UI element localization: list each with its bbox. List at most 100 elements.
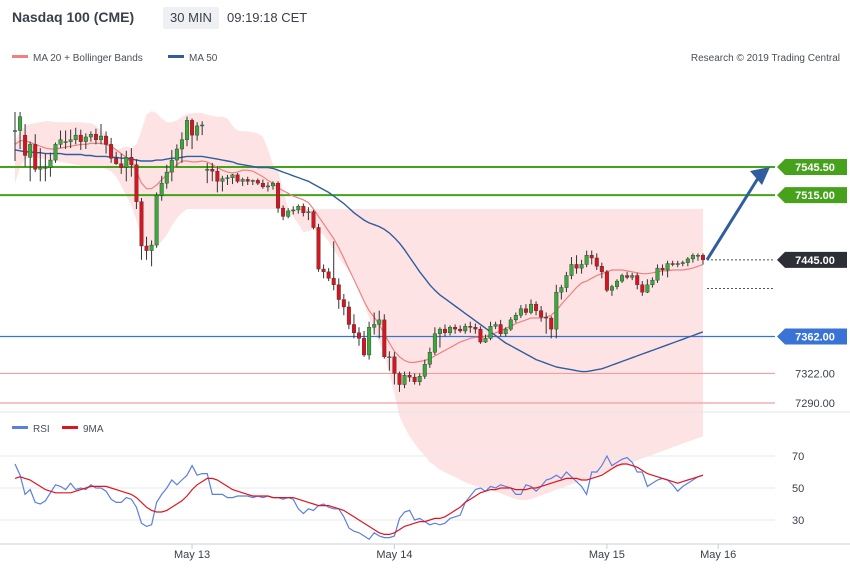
candle-body bbox=[392, 356, 397, 374]
candle-body bbox=[402, 375, 407, 385]
candle-body bbox=[190, 120, 195, 136]
instrument-title: Nasdaq 100 (CME) bbox=[12, 9, 135, 25]
x-tick-label: May 13 bbox=[174, 549, 210, 561]
candle-body bbox=[174, 148, 179, 161]
candle-body bbox=[367, 327, 372, 356]
candle-body bbox=[589, 255, 594, 259]
candle-body bbox=[655, 267, 660, 281]
candle-body bbox=[458, 328, 463, 332]
candle-body bbox=[316, 227, 321, 270]
candle-body bbox=[38, 167, 43, 170]
candle-body bbox=[185, 120, 189, 140]
candle-body bbox=[448, 327, 453, 334]
candle-body bbox=[281, 207, 286, 217]
candle-body bbox=[215, 170, 220, 182]
rsi-tick-70: 70 bbox=[792, 451, 804, 463]
candle-body bbox=[640, 284, 645, 293]
candle-body bbox=[599, 266, 604, 273]
candle-body bbox=[301, 206, 306, 213]
ma50-legend-label: MA 50 bbox=[189, 53, 218, 64]
target-arrow-shaft bbox=[705, 174, 762, 261]
candle-body bbox=[33, 144, 38, 170]
candle-body bbox=[179, 139, 184, 150]
candle-body bbox=[144, 245, 149, 251]
candle-body bbox=[336, 284, 341, 300]
candle-body bbox=[518, 308, 523, 316]
candle-body bbox=[609, 286, 614, 291]
candle-body bbox=[134, 164, 139, 202]
candle-body bbox=[53, 144, 58, 161]
candle-body bbox=[362, 338, 367, 356]
candle-body bbox=[498, 324, 503, 334]
candle-body bbox=[650, 279, 655, 285]
candle-body bbox=[296, 206, 301, 211]
candle-body bbox=[427, 351, 432, 365]
candle-body bbox=[210, 169, 215, 172]
candle-body bbox=[478, 328, 483, 343]
candle-body bbox=[685, 258, 690, 263]
candle-body bbox=[554, 291, 559, 330]
candle-body bbox=[139, 201, 144, 247]
rsi-plot-area: 70 50 30 May 13 May 14 May 15 May 16 bbox=[0, 451, 850, 561]
candle-body bbox=[569, 264, 574, 276]
main-plot-area: 7545.50 7515.00 7445.00 7362.00 7322.00 7290.… bbox=[0, 111, 850, 500]
candle-body bbox=[559, 287, 564, 293]
candle-body bbox=[513, 315, 518, 321]
candle-body bbox=[473, 327, 478, 330]
rsi-line bbox=[14, 454, 704, 540]
candle-body bbox=[245, 179, 250, 182]
candle-body bbox=[579, 264, 584, 269]
candle-body bbox=[534, 303, 539, 311]
candle-body bbox=[276, 182, 281, 209]
candle-body bbox=[680, 262, 685, 264]
candle-body bbox=[205, 169, 210, 171]
timestamp: 09:19:18 CET bbox=[227, 10, 308, 25]
candle-body bbox=[331, 278, 336, 285]
candle-body bbox=[529, 303, 533, 313]
candle-body bbox=[200, 124, 205, 127]
candle-body bbox=[357, 332, 361, 339]
rsi-legend-label: RSI bbox=[33, 424, 50, 435]
bollinger-legend-label: MA 20 + Bollinger Bands bbox=[33, 53, 143, 64]
candle-body bbox=[574, 264, 579, 269]
candle-body bbox=[68, 139, 73, 142]
candle-body bbox=[220, 178, 225, 182]
candle-body bbox=[665, 263, 670, 271]
candle-body bbox=[453, 327, 458, 330]
candle-body bbox=[311, 211, 316, 228]
level-tag-7545-50 bbox=[777, 159, 847, 175]
candle-body bbox=[250, 180, 255, 182]
candle-body bbox=[604, 271, 609, 291]
candle-body bbox=[443, 328, 447, 334]
candle-body bbox=[124, 157, 129, 168]
candle-body bbox=[73, 134, 78, 140]
candle-body bbox=[630, 275, 635, 278]
candle-body bbox=[407, 375, 412, 378]
candle-body bbox=[83, 136, 88, 142]
candle-body bbox=[346, 306, 351, 325]
candle-body bbox=[594, 257, 599, 267]
rsi-ma-legend-swatch bbox=[62, 426, 78, 429]
candle-body bbox=[670, 263, 675, 265]
candle-body bbox=[483, 338, 488, 343]
candle-body bbox=[23, 134, 28, 156]
candle-body bbox=[255, 180, 260, 184]
candle-body bbox=[43, 167, 48, 169]
candle-body bbox=[690, 255, 695, 260]
credit-label: Research © 2019 Trading Central bbox=[691, 53, 840, 64]
candle-body bbox=[260, 182, 265, 188]
candle-body bbox=[615, 280, 619, 287]
level-tag-7445-00 bbox=[777, 251, 847, 268]
candle-body bbox=[129, 157, 134, 165]
candle-body bbox=[271, 182, 275, 187]
timeframe-badge[interactable]: 30 MIN bbox=[163, 7, 219, 29]
candle-body bbox=[119, 163, 124, 168]
target-arrow-head bbox=[750, 167, 770, 185]
candle-body bbox=[503, 328, 508, 334]
bollinger-band bbox=[15, 111, 703, 500]
candle-body bbox=[397, 373, 402, 385]
x-tick-label: May 15 bbox=[589, 549, 625, 561]
candle-body bbox=[412, 376, 417, 382]
candle-body bbox=[235, 174, 240, 182]
